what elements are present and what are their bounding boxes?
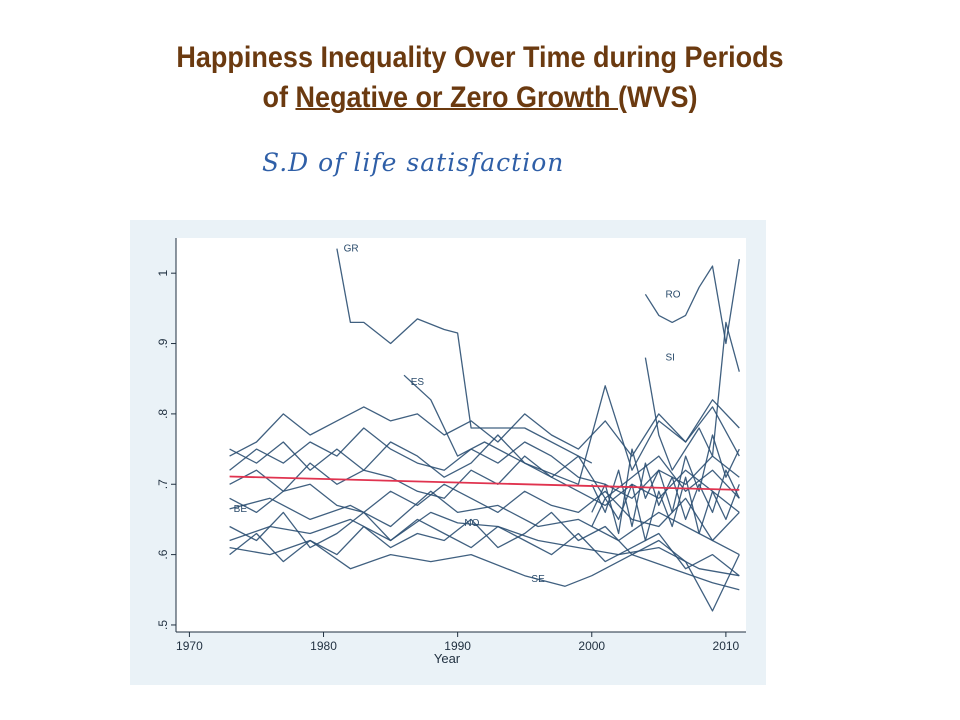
series-line-gr: [336, 248, 593, 464]
series-label-es: ES: [411, 377, 425, 388]
series-label-no: NO: [464, 518, 479, 529]
title-line-2-suffix: (WVS): [618, 81, 698, 114]
series-line-no: [229, 511, 740, 577]
page-title: Happiness Inequality Over Time during Pe…: [48, 38, 912, 118]
chart-subtitle: S.D of life satisfaction: [262, 148, 565, 177]
x-axis-title: Year: [434, 651, 461, 666]
series-line-si: [644, 321, 740, 471]
series-line-country-13: [229, 511, 740, 612]
x-tick-label: 2010: [713, 639, 740, 653]
title-line-2-underlined: Negative or Zero Growth: [295, 81, 619, 114]
series-line-country-16: [591, 476, 740, 542]
series-label-se: SE: [531, 574, 545, 585]
x-tick-label: 1980: [310, 639, 337, 653]
x-tick-label: 1970: [176, 639, 203, 653]
y-tick-label: .8: [156, 409, 170, 419]
series-line-ro: [644, 258, 740, 345]
series-line-country-12: [229, 511, 740, 577]
y-tick-label: .9: [156, 338, 170, 348]
chart-axes: 1970 1980 1990 2000 2010 .5 .6 .7 .8 .9 1: [156, 238, 746, 653]
title-line-1: Happiness Inequality Over Time during Pe…: [176, 41, 784, 74]
y-tick-label: 1: [156, 270, 170, 277]
title-line-2: of Negative or Zero Growth (WVS): [48, 78, 912, 118]
chart-svg: 1970 1980 1990 2000 2010 .5 .6 .7 .8 .9 1 GR RO SI ES…: [156, 238, 746, 666]
series-line-country-11: [229, 483, 740, 542]
y-tick-label: .7: [156, 479, 170, 489]
trend-line: [229, 475, 740, 491]
labels-layer: GR RO SI ES BE NO SE: [234, 244, 681, 586]
series-line-country-15: [591, 462, 740, 528]
plot-area: [176, 238, 746, 632]
x-tick-label: 1990: [444, 639, 471, 653]
series-label-si: SI: [666, 353, 675, 364]
series-line-se: [229, 539, 740, 591]
y-tick-label: .5: [156, 620, 170, 630]
x-tick-label: 2000: [578, 639, 605, 653]
title-line-2-prefix: of: [262, 81, 296, 114]
series-line-country-8: [229, 427, 740, 499]
series-line-country-7: [229, 399, 740, 457]
y-tick-label: .6: [156, 549, 170, 559]
series-layer: [229, 248, 740, 612]
series-label-gr: GR: [344, 244, 359, 255]
series-line-country-10: [229, 434, 740, 499]
trend-layer: [229, 475, 740, 491]
series-label-be: BE: [234, 504, 248, 515]
series-label-ro: RO: [666, 289, 681, 300]
